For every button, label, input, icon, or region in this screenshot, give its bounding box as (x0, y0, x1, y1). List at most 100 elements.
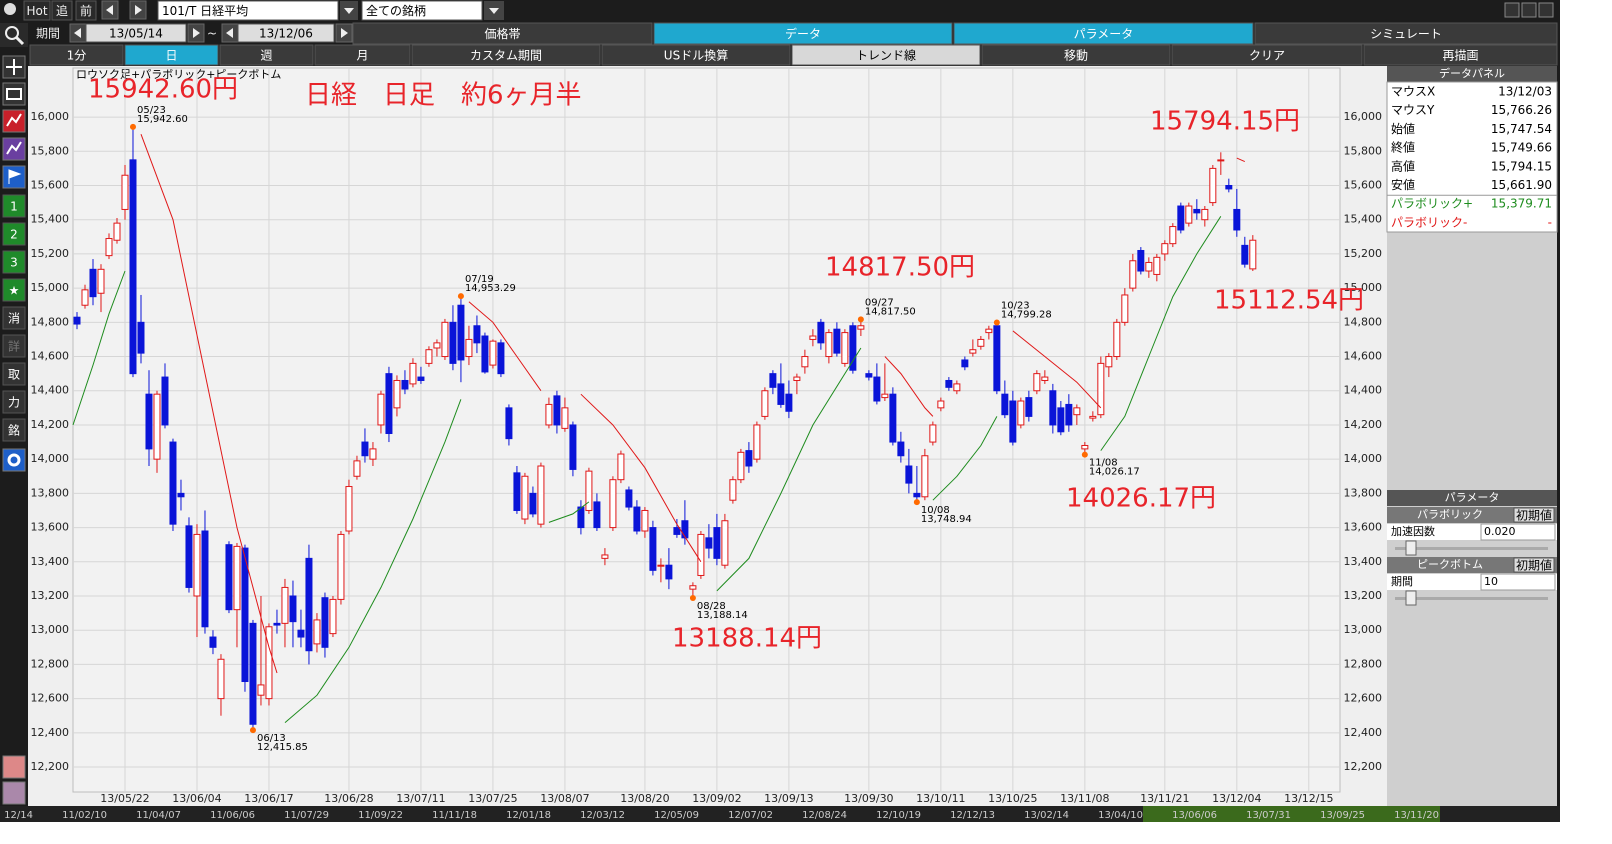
side-button[interactable] (2, 222, 26, 246)
indicator-icon (6, 141, 22, 155)
candle-body (105, 238, 113, 257)
subtab[interactable] (601, 44, 791, 66)
data-value: 13/12/03 (1498, 85, 1552, 99)
y-tick-label-right: 14,400 (1344, 384, 1383, 397)
y-tick-label-right: 15,400 (1344, 213, 1383, 226)
panel-button[interactable] (2, 755, 26, 779)
side-button[interactable] (2, 362, 26, 386)
subtab[interactable] (1171, 44, 1363, 66)
date-to[interactable] (237, 23, 335, 43)
candle-body (1233, 208, 1241, 231)
maximize-button[interactable] (1521, 2, 1537, 18)
side-button[interactable] (2, 306, 26, 330)
navigator-date: 13/04/10 (1098, 810, 1143, 821)
candle-body (417, 376, 425, 381)
panel-button[interactable] (2, 781, 26, 805)
data-value: 15,747.54 (1491, 122, 1552, 136)
candle-body (777, 383, 785, 405)
filter-select[interactable] (361, 0, 483, 21)
dropdown-icon (344, 8, 354, 14)
date-from[interactable] (85, 23, 187, 43)
reset-button-label: 初期値 (1516, 558, 1552, 573)
peak-value: 14,026.17 (1089, 467, 1140, 478)
peak-value: 15,942.60 (137, 114, 188, 125)
candle-body (593, 501, 601, 529)
candle-body (361, 441, 369, 457)
toolbar-button[interactable] (51, 0, 73, 21)
arrow-icon (106, 5, 113, 15)
param-value: 10 (1484, 575, 1498, 588)
settings-button[interactable] (2, 448, 26, 472)
period-label: 期間 (36, 27, 60, 41)
navigator-date: 12/12/13 (950, 810, 995, 821)
navigator-date: 13/11/20 (1394, 810, 1439, 821)
peak-marker (129, 123, 136, 130)
toolbar-button[interactable] (75, 0, 97, 21)
subtab[interactable] (219, 44, 314, 66)
candle-body (617, 453, 625, 481)
candle-body (161, 376, 169, 426)
candle-body (217, 658, 225, 700)
toolbar-button[interactable] (23, 0, 51, 21)
tab[interactable] (953, 22, 1254, 45)
period-separator: ~ (207, 27, 217, 41)
param-input[interactable] (1480, 573, 1556, 591)
subtab[interactable] (29, 44, 124, 66)
symbol-input[interactable] (157, 0, 339, 21)
candle-body (169, 441, 177, 525)
flag-button[interactable] (2, 165, 26, 189)
y-tick-label: 14,600 (31, 350, 70, 363)
candle-body (697, 533, 705, 576)
side-button[interactable] (2, 194, 26, 218)
search-icon (5, 26, 19, 40)
y-tick-label-right: 16,000 (1344, 110, 1383, 123)
candle-body (601, 554, 609, 559)
reset-button[interactable] (1513, 507, 1555, 523)
navigator-date: 13/09/25 (1320, 810, 1365, 821)
subtab-label: 1分 (67, 49, 87, 63)
side-button[interactable] (2, 250, 26, 274)
tab[interactable] (352, 22, 653, 45)
dropdown-icon (489, 8, 499, 14)
candle-body (921, 455, 929, 498)
tab[interactable] (1254, 22, 1558, 45)
peak-value: 14,817.50 (865, 306, 916, 317)
slider-track (1395, 547, 1548, 550)
subtab[interactable] (791, 44, 981, 66)
param-input[interactable] (1480, 523, 1556, 541)
parabolic-minus (1236, 157, 1246, 163)
candle-body (633, 506, 641, 532)
y-tick-label-right: 14,000 (1344, 452, 1383, 465)
subtab[interactable] (124, 44, 219, 66)
side-button-label: 2 (10, 228, 18, 242)
candle-body (305, 557, 313, 652)
candle-body (385, 373, 393, 435)
candle-body (705, 537, 713, 549)
reset-button[interactable] (1513, 557, 1555, 573)
close-button[interactable] (1538, 2, 1554, 18)
peak-date: 07/19 (465, 274, 494, 285)
subtab[interactable] (981, 44, 1171, 66)
candle-body (433, 342, 441, 349)
subtab[interactable] (1363, 44, 1558, 66)
slider-thumb[interactable] (1405, 590, 1417, 606)
side-button[interactable] (2, 334, 26, 358)
x-tick-label: 13/11/21 (1140, 792, 1189, 805)
subtab-label: 移動 (1064, 49, 1088, 63)
subtab[interactable] (411, 44, 601, 66)
side-button[interactable] (2, 278, 26, 302)
side-button-label: 詳 (8, 339, 20, 354)
tab-label: データ (785, 26, 821, 41)
slider-thumb[interactable] (1405, 540, 1417, 556)
side-button[interactable] (2, 390, 26, 414)
y-tick-label: 15,200 (31, 247, 70, 260)
side-button[interactable] (2, 418, 26, 442)
candle-body (353, 460, 361, 477)
data-value: 15,749.66 (1491, 141, 1552, 155)
minimize-button[interactable] (1504, 2, 1520, 18)
tab[interactable] (653, 22, 953, 45)
candle-body (1089, 415, 1097, 419)
subtab[interactable] (314, 44, 411, 66)
y-tick-label-right: 13,000 (1344, 623, 1383, 636)
data-key: パラボリック+ (1391, 197, 1473, 211)
